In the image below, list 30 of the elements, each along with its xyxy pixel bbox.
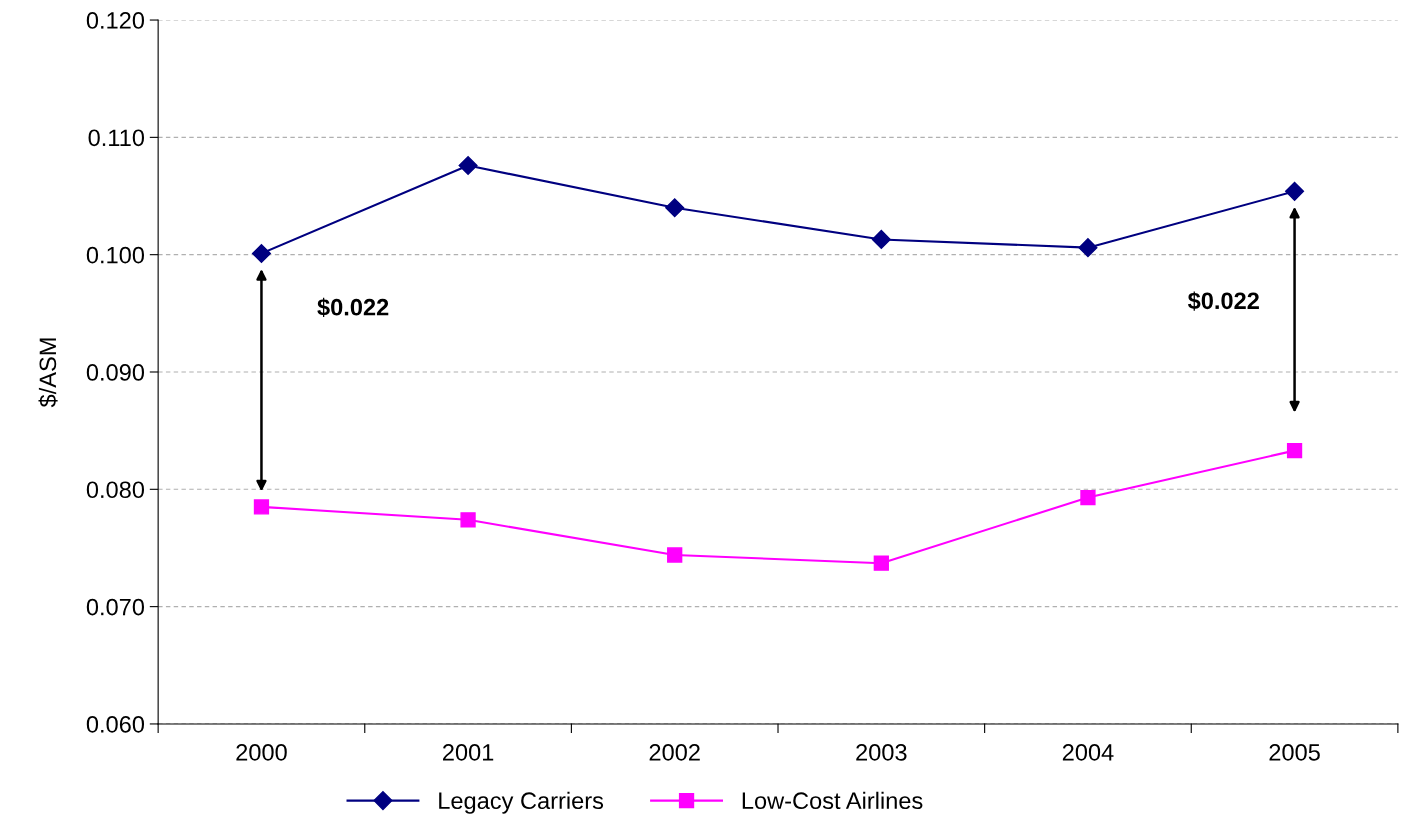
point — [251, 243, 271, 264]
x-tick-label: 2001 — [443, 744, 494, 761]
x-tick-label: 2000 — [236, 744, 287, 761]
annotation: $0.022 — [317, 297, 389, 318]
x-tick-label: 2004 — [1062, 744, 1114, 761]
point — [665, 198, 685, 218]
point — [667, 547, 683, 563]
point — [1285, 181, 1305, 201]
annotation: $0.022 — [1187, 291, 1259, 311]
y-tick-label: 0.120 — [86, 12, 145, 29]
x-tick-label: 2002 — [649, 744, 700, 761]
point — [460, 512, 476, 528]
point — [458, 155, 478, 176]
legend-label: Legacy Carriers — [439, 791, 604, 814]
x-tick-label: 2003 — [856, 744, 907, 761]
y-tick-label: 0.100 — [86, 246, 145, 264]
y-tick-label: 0.070 — [86, 598, 145, 616]
point — [253, 499, 270, 515]
y-tick-label: 0.110 — [88, 129, 145, 147]
y-tick-label: 0.090 — [86, 364, 145, 381]
legend-label: Low-Cost Airlines — [742, 791, 923, 810]
y-axis-title: $/ASM — [38, 338, 58, 408]
y-tick-label: 0.060 — [86, 716, 145, 733]
point — [1286, 442, 1303, 459]
point — [871, 229, 891, 249]
point — [1078, 238, 1098, 258]
point — [873, 555, 889, 571]
x-tick-label: 2005 — [1269, 744, 1320, 761]
point — [1080, 489, 1096, 506]
y-tick-label: 0.080 — [86, 481, 145, 499]
